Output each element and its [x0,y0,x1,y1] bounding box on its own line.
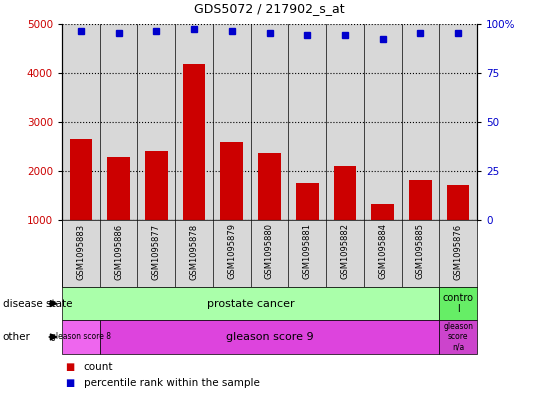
Text: gleason score 8: gleason score 8 [51,332,111,342]
Bar [220,142,243,269]
Text: ■: ■ [65,362,74,373]
Text: GSM1095882: GSM1095882 [341,223,349,279]
Text: prostate cancer: prostate cancer [207,299,294,309]
Text: GSM1095883: GSM1095883 [77,223,85,279]
Bar [258,153,281,269]
Text: gleason score 9: gleason score 9 [226,332,313,342]
Bar [183,64,205,269]
Bar [62,320,100,354]
Text: GSM1095884: GSM1095884 [378,223,387,279]
Bar [334,166,356,269]
Text: ■: ■ [65,378,74,388]
Text: GSM1095881: GSM1095881 [303,223,312,279]
Bar [371,204,394,269]
Text: GSM1095876: GSM1095876 [454,223,462,279]
Bar [447,185,469,269]
Text: GSM1095877: GSM1095877 [152,223,161,279]
Text: contro
l: contro l [443,293,474,314]
Bar [107,157,130,269]
Bar [409,180,432,269]
Bar [439,320,477,354]
Text: GSM1095880: GSM1095880 [265,223,274,279]
Bar [296,183,319,269]
Text: GDS5072 / 217902_s_at: GDS5072 / 217902_s_at [194,2,345,15]
Bar [439,287,477,320]
Text: gleason
score
n/a: gleason score n/a [443,322,473,352]
Text: GSM1095879: GSM1095879 [227,223,236,279]
Text: GSM1095886: GSM1095886 [114,223,123,279]
Bar [70,139,92,269]
Text: disease state: disease state [3,299,72,309]
Text: other: other [3,332,31,342]
Text: count: count [84,362,113,373]
Text: percentile rank within the sample: percentile rank within the sample [84,378,259,388]
Bar [145,151,168,269]
Text: GSM1095885: GSM1095885 [416,223,425,279]
Text: GSM1095878: GSM1095878 [190,223,198,279]
Bar [100,320,439,354]
